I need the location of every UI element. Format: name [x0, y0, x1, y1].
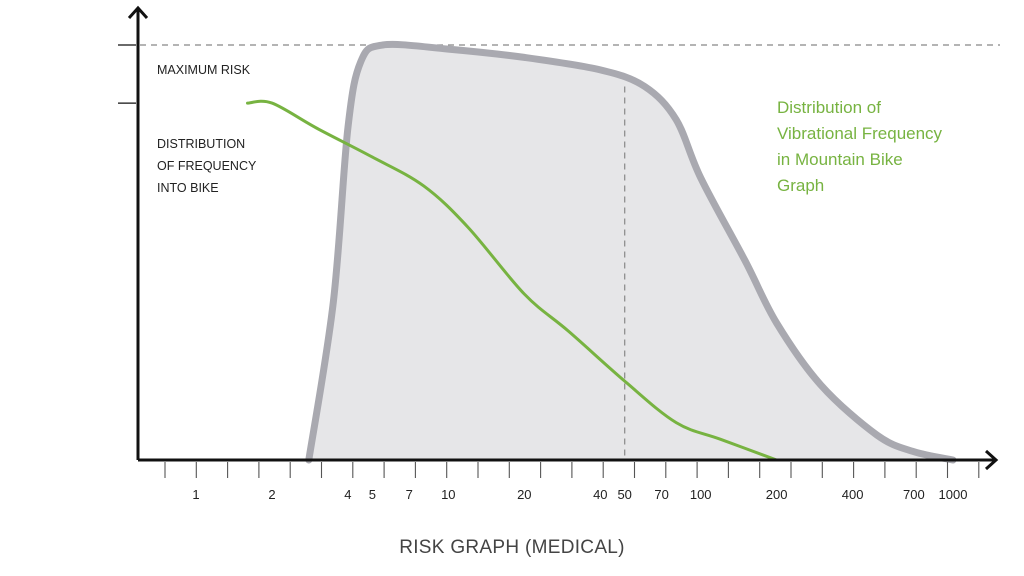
x-tick-label: 40: [593, 487, 607, 502]
x-tick-label: 4: [344, 487, 351, 502]
x-tick-label: 2: [268, 487, 275, 502]
frequency-label-line-2: OF FREQUENCY: [157, 159, 257, 173]
x-tick-label: 20: [517, 487, 531, 502]
x-tick-label: 5: [369, 487, 376, 502]
x-tick-label: 10: [441, 487, 455, 502]
green-note-line-2: Vibrational Frequency: [777, 124, 943, 143]
x-tick-label: 400: [842, 487, 864, 502]
chart-axes: [127, 5, 999, 471]
x-tick-label: 1: [192, 487, 199, 502]
x-tick-label: 700: [903, 487, 925, 502]
x-tick-label: 70: [654, 487, 668, 502]
green-note-line-4: Graph: [777, 176, 824, 195]
frequency-distribution-line: [246, 99, 779, 462]
x-tick-label: 200: [766, 487, 788, 502]
x-axis-tick-labels: 1 2 4 5 7 10 20 40 50 70 100 200 400 700 1000: [192, 487, 967, 502]
green-note-line-1: Distribution of: [777, 98, 881, 117]
x-tick-label: 7: [406, 487, 413, 502]
x-axis-ticks: [164, 462, 980, 478]
x-axis-title: RISK GRAPH (MEDICAL): [399, 537, 625, 558]
maximum-risk-label: MAXIMUM RISK: [157, 63, 251, 77]
y-axis-arrowhead: [127, 5, 149, 20]
x-tick-label: 100: [690, 487, 712, 502]
green-note-line-3: in Mountain Bike: [777, 150, 903, 169]
frequency-label-line-1: DISTRIBUTION: [157, 137, 245, 151]
risk-area-series: [305, 40, 957, 464]
x-axis-arrowhead: [984, 449, 999, 471]
x-tick-label: 1000: [939, 487, 968, 502]
frequency-label-line-3: INTO BIKE: [157, 181, 219, 195]
x-tick-label: 50: [617, 487, 631, 502]
